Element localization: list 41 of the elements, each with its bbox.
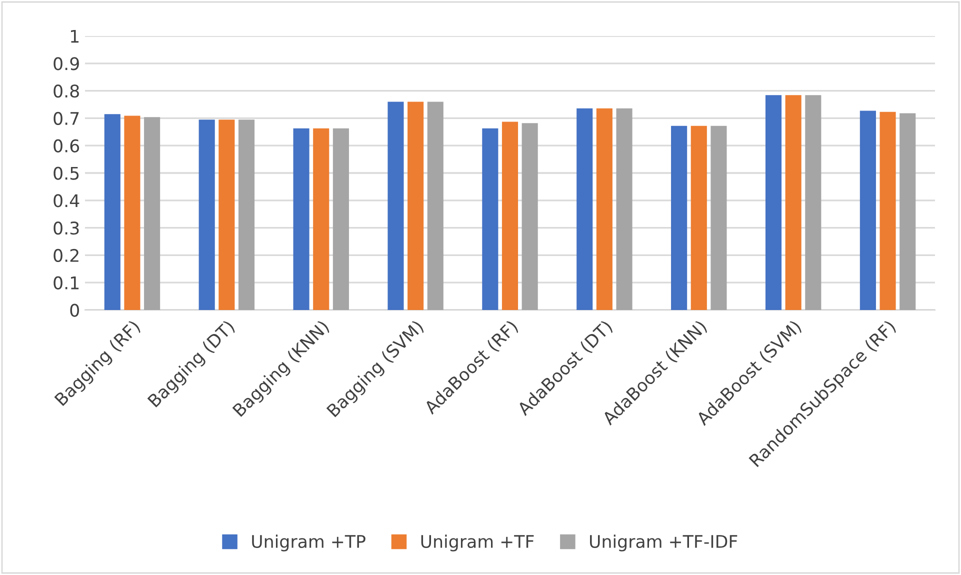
bar xyxy=(900,113,916,310)
y-tick-label: 0.4 xyxy=(54,194,80,208)
bar xyxy=(198,120,215,310)
y-tick-label: 0 xyxy=(70,304,79,317)
bar xyxy=(860,110,876,310)
y-tick-label: 0.7 xyxy=(54,112,79,126)
legend-label: Unigram +TF-IDF xyxy=(590,534,738,552)
y-tick-label: 1 xyxy=(71,30,79,43)
bar xyxy=(427,102,444,310)
legend-label: Unigram +TP xyxy=(252,534,366,552)
bar xyxy=(218,120,235,310)
y-tick-label: 0.6 xyxy=(54,139,80,152)
bar xyxy=(238,120,255,310)
bar xyxy=(785,95,802,310)
bar xyxy=(332,128,349,310)
bar xyxy=(104,114,120,310)
legend-label: Unigram +TF xyxy=(421,534,534,552)
bar xyxy=(408,102,424,310)
bar xyxy=(293,128,310,310)
bar xyxy=(616,108,632,310)
bar xyxy=(576,108,593,310)
bar xyxy=(313,128,330,310)
bar xyxy=(690,126,707,310)
y-tick-label: 0.9 xyxy=(54,57,79,70)
bar xyxy=(710,126,727,310)
y-tick-label: 0.8 xyxy=(54,84,79,98)
bar xyxy=(388,102,404,310)
bar xyxy=(482,128,498,310)
bar xyxy=(124,116,140,310)
bar xyxy=(144,117,160,310)
bar xyxy=(522,123,538,310)
bar xyxy=(502,122,518,310)
bar xyxy=(671,126,688,310)
bar xyxy=(805,95,822,310)
y-tick-label: 0.5 xyxy=(54,166,79,180)
y-tick-label: 0.3 xyxy=(54,222,79,235)
bar xyxy=(880,112,896,310)
y-tick-label: 0.2 xyxy=(54,248,78,262)
y-tick-label: 0.1 xyxy=(54,276,79,290)
bar xyxy=(765,95,782,310)
bar xyxy=(596,108,612,310)
